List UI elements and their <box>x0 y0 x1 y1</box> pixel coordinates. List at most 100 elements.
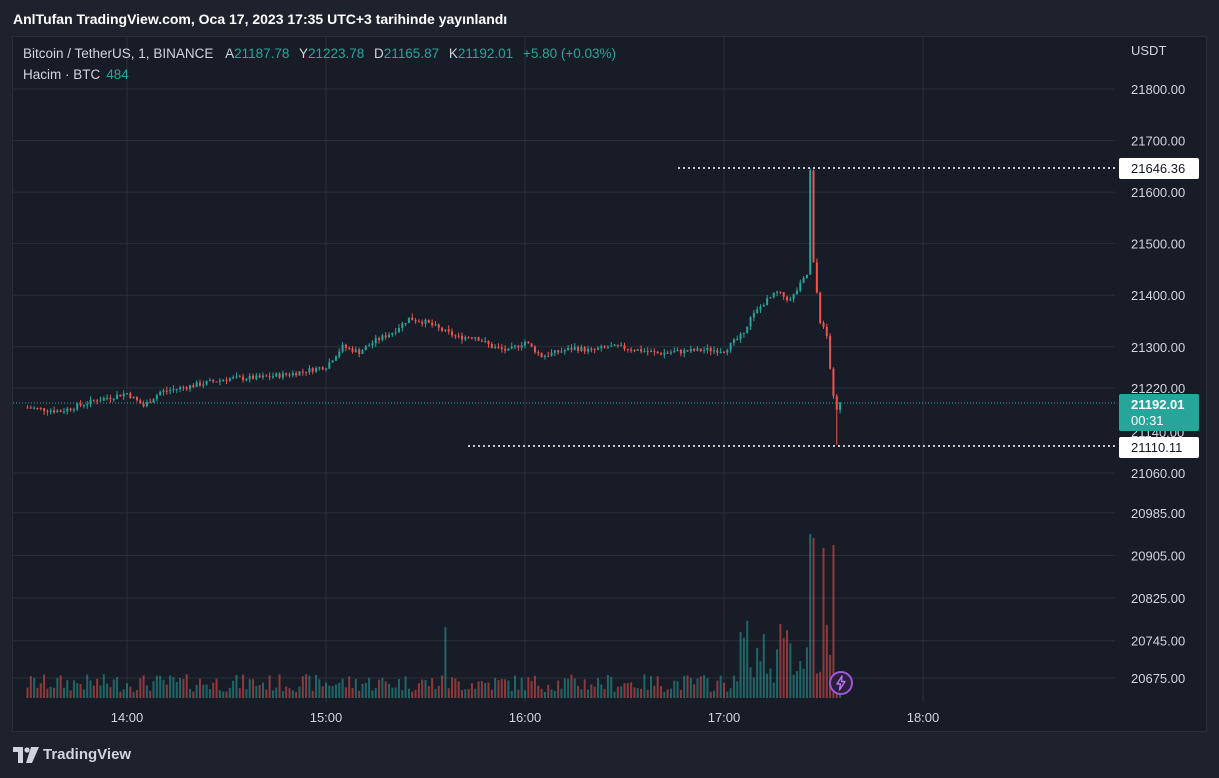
volume-bar <box>162 679 165 698</box>
candle-body <box>305 371 308 373</box>
candle-body <box>311 368 314 372</box>
volume-bar <box>142 675 145 698</box>
candle-body <box>202 384 205 386</box>
volume-bar <box>208 689 211 698</box>
volume-bar <box>454 678 457 698</box>
candle-body <box>388 334 391 338</box>
candle-body <box>640 349 643 352</box>
volume-bar <box>82 689 85 698</box>
candle-body <box>490 344 493 349</box>
legend-volume-row: Hacim · BTC 484 <box>23 66 622 87</box>
volume-bar <box>689 677 692 698</box>
volume-bar <box>36 687 39 698</box>
volume-bar <box>437 685 440 698</box>
candle-body <box>782 292 785 297</box>
volume-bar <box>351 687 354 698</box>
candle-body <box>205 381 208 385</box>
candle-body <box>169 390 172 392</box>
tradingview-logo-icon <box>13 746 39 763</box>
candle-body <box>809 170 812 275</box>
candle-body <box>295 373 298 376</box>
candle-body <box>802 278 805 283</box>
volume-bar <box>271 690 274 698</box>
volume-bar <box>222 691 225 698</box>
candle-body <box>507 348 510 351</box>
volume-bar <box>520 677 523 698</box>
candle-body <box>245 379 248 381</box>
volume-bar <box>315 674 318 698</box>
volume-bar <box>766 673 769 698</box>
candle-body <box>182 387 185 389</box>
high-line-box <box>1119 158 1199 179</box>
volume-bar <box>175 682 178 698</box>
volume-bar <box>467 689 470 698</box>
candle-body <box>739 333 742 340</box>
x-tick-label: 17:00 <box>708 710 741 725</box>
volume-bar <box>676 681 679 698</box>
last-price-text: 21192.01 <box>1131 397 1185 412</box>
volume-bar <box>517 689 520 698</box>
candle-body <box>66 408 69 412</box>
volume-bar <box>706 678 709 698</box>
footer-brand[interactable]: TradingView <box>13 746 131 763</box>
x-tick-label: 14:00 <box>111 710 144 725</box>
volume-bar <box>112 679 115 698</box>
volume-bar <box>308 675 311 698</box>
candle-body <box>119 394 122 397</box>
volume-bar <box>669 688 672 698</box>
candle-body <box>805 274 808 279</box>
legend-symbol: Bitcoin / TetherUS, 1, BINANCE <box>23 46 214 61</box>
candle-body <box>69 408 72 410</box>
volume-bar <box>723 682 725 698</box>
volume-bar <box>819 671 822 698</box>
volume-bar <box>49 686 52 698</box>
chart-frame[interactable] <box>12 36 1207 732</box>
volume-bar <box>626 683 629 698</box>
volume-bar <box>729 688 732 698</box>
volume-bar <box>278 674 281 698</box>
volume-bar <box>484 682 487 698</box>
lightning-icon[interactable] <box>829 671 853 695</box>
candle-body <box>242 376 245 381</box>
volume-bar <box>46 688 49 698</box>
volume-bar <box>56 678 59 698</box>
legend-low: 21165.87 <box>383 46 440 61</box>
candle-body <box>742 332 745 334</box>
candle-body <box>646 351 649 353</box>
volume-bar <box>185 674 188 698</box>
candle-body <box>583 347 586 352</box>
x-tick-label: 18:00 <box>907 710 940 725</box>
volume-bar <box>311 690 314 698</box>
candle-body <box>62 411 65 413</box>
candle-body <box>99 400 102 402</box>
volume-bar <box>26 687 29 698</box>
candles <box>26 168 842 445</box>
volume-bar <box>394 687 397 698</box>
candle-body <box>149 402 152 404</box>
volume-bar <box>441 675 444 698</box>
candle-body <box>222 379 225 381</box>
candle-body <box>729 342 732 351</box>
volume-bar <box>169 675 172 698</box>
volume-bar <box>507 680 510 698</box>
candle-body <box>421 321 424 324</box>
candle-body <box>308 368 311 373</box>
currency-label[interactable]: USDT <box>1131 43 1167 58</box>
volume-bar <box>72 680 75 698</box>
candle-body <box>484 340 487 342</box>
volume-bar <box>620 686 623 698</box>
volume-bar <box>772 682 775 698</box>
volume-bar <box>182 679 185 698</box>
candle-body <box>82 405 85 407</box>
candle-body <box>815 262 818 293</box>
candle-body <box>752 312 755 318</box>
candle-body <box>371 343 374 346</box>
candle-body <box>451 331 454 336</box>
candle-body <box>112 398 115 400</box>
candle-body <box>391 332 394 335</box>
volume-bar <box>832 545 835 698</box>
candle-body <box>480 340 483 342</box>
candle-body <box>530 343 533 347</box>
candle-body <box>620 345 623 347</box>
